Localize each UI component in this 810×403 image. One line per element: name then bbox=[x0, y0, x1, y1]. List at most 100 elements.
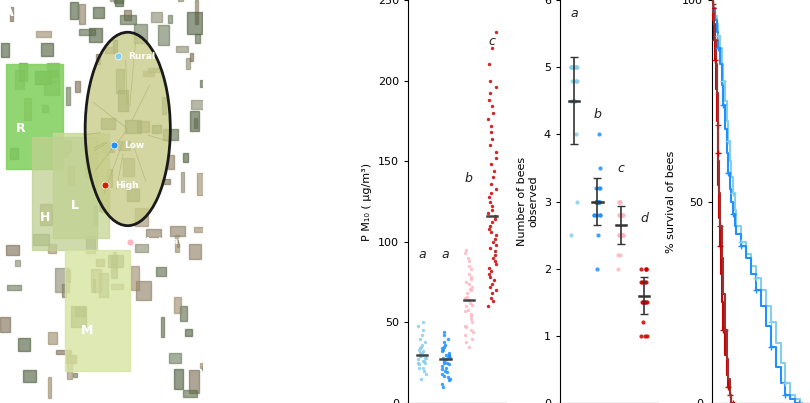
Ellipse shape bbox=[296, 208, 312, 258]
Point bbox=[464, 316, 477, 322]
Point bbox=[489, 287, 502, 293]
Point bbox=[566, 98, 579, 104]
Ellipse shape bbox=[303, 109, 317, 137]
Point bbox=[416, 342, 428, 348]
Point bbox=[419, 355, 432, 361]
Point bbox=[483, 264, 496, 271]
Point bbox=[436, 380, 449, 387]
Point bbox=[616, 232, 629, 238]
Bar bbox=[102, 143, 113, 152]
Bar bbox=[23, 370, 36, 382]
Text: L: L bbox=[71, 199, 79, 212]
Bar bbox=[96, 259, 104, 266]
Text: M: M bbox=[81, 324, 93, 337]
Point bbox=[638, 299, 651, 305]
Bar bbox=[36, 71, 50, 84]
Point bbox=[463, 258, 475, 264]
Point bbox=[639, 266, 652, 272]
Text: a: a bbox=[419, 248, 426, 261]
Point bbox=[638, 332, 651, 339]
Bar bbox=[185, 329, 192, 336]
Point bbox=[463, 343, 475, 350]
Circle shape bbox=[298, 38, 301, 50]
Point bbox=[437, 329, 450, 335]
Bar bbox=[156, 267, 166, 276]
Bar bbox=[146, 229, 160, 237]
Point bbox=[594, 165, 607, 171]
Point bbox=[570, 77, 583, 84]
Point bbox=[484, 295, 497, 301]
Point bbox=[415, 343, 428, 350]
Point bbox=[590, 266, 603, 272]
Bar bbox=[120, 15, 136, 24]
Point bbox=[565, 232, 578, 238]
Point bbox=[459, 308, 472, 314]
Bar bbox=[15, 260, 20, 266]
Point bbox=[592, 185, 605, 191]
Point bbox=[420, 371, 433, 377]
Point bbox=[570, 77, 583, 84]
Text: a: a bbox=[570, 7, 578, 20]
Point bbox=[484, 90, 497, 97]
Y-axis label: % survival of bees: % survival of bees bbox=[666, 150, 676, 253]
Ellipse shape bbox=[279, 68, 297, 93]
Bar bbox=[36, 31, 51, 37]
Bar bbox=[0, 317, 10, 332]
Point bbox=[435, 363, 448, 369]
Ellipse shape bbox=[85, 32, 170, 226]
Ellipse shape bbox=[296, 18, 315, 87]
Point bbox=[592, 198, 605, 205]
Bar bbox=[135, 208, 148, 226]
Bar bbox=[88, 29, 102, 42]
Point bbox=[462, 255, 475, 261]
Point bbox=[437, 355, 450, 361]
Point bbox=[414, 345, 427, 351]
Point bbox=[437, 358, 450, 364]
Ellipse shape bbox=[313, 174, 330, 224]
Text: B: B bbox=[258, 4, 269, 19]
Bar bbox=[189, 370, 199, 393]
Ellipse shape bbox=[318, 262, 330, 302]
Bar bbox=[44, 82, 59, 96]
Bar bbox=[48, 63, 59, 81]
Point bbox=[443, 376, 456, 382]
Bar bbox=[117, 69, 124, 93]
Point bbox=[486, 103, 499, 110]
Point bbox=[593, 198, 606, 205]
Point bbox=[484, 129, 497, 135]
Text: d: d bbox=[640, 212, 648, 225]
Point bbox=[590, 198, 603, 205]
Point bbox=[488, 235, 501, 242]
Bar bbox=[111, 284, 123, 289]
Ellipse shape bbox=[290, 160, 301, 213]
Point bbox=[461, 306, 474, 313]
Text: b: b bbox=[465, 172, 473, 185]
Bar bbox=[187, 12, 202, 34]
Point bbox=[565, 64, 578, 71]
Point bbox=[612, 198, 625, 205]
Point bbox=[467, 329, 480, 335]
Bar bbox=[15, 70, 23, 89]
Point bbox=[458, 295, 471, 301]
Point bbox=[488, 168, 501, 174]
Point bbox=[416, 350, 428, 356]
Y-axis label: Number of bees
observed: Number of bees observed bbox=[517, 157, 539, 246]
Point bbox=[568, 64, 581, 71]
Point bbox=[593, 198, 606, 205]
Point bbox=[612, 266, 625, 272]
Point bbox=[463, 263, 475, 269]
Bar bbox=[169, 226, 185, 236]
Point bbox=[413, 353, 426, 359]
Point bbox=[486, 135, 499, 142]
Point bbox=[638, 299, 651, 305]
Point bbox=[490, 29, 503, 35]
Point bbox=[615, 232, 628, 238]
Point bbox=[439, 364, 452, 371]
Point bbox=[459, 279, 472, 285]
Point bbox=[486, 290, 499, 297]
Bar bbox=[175, 235, 179, 251]
Point bbox=[590, 198, 603, 205]
Bar bbox=[94, 206, 97, 224]
Point bbox=[439, 356, 452, 363]
Point bbox=[437, 343, 450, 350]
